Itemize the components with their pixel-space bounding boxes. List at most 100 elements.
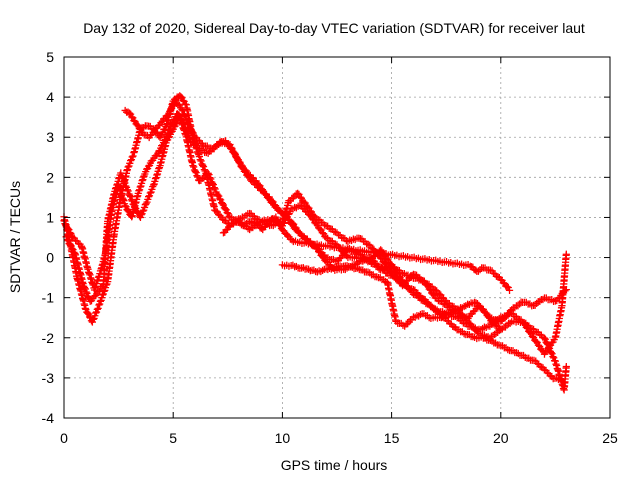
data-point-marker bbox=[484, 313, 492, 321]
data-point-marker bbox=[265, 194, 273, 203]
data-point-marker bbox=[305, 265, 313, 273]
data-point-marker bbox=[124, 206, 132, 215]
data-point-marker bbox=[185, 123, 194, 131]
y-tick-label: 0 bbox=[46, 250, 54, 266]
data-point-marker bbox=[91, 283, 99, 291]
data-point-marker bbox=[81, 285, 89, 293]
data-point-marker bbox=[318, 229, 326, 237]
data-point-marker bbox=[316, 225, 324, 233]
data-point-marker bbox=[242, 167, 250, 175]
data-point-marker bbox=[206, 174, 214, 182]
data-point-marker bbox=[134, 208, 142, 216]
data-point-marker bbox=[221, 205, 229, 213]
data-point-marker bbox=[189, 162, 197, 170]
data-point-marker bbox=[126, 191, 134, 199]
data-point-marker bbox=[411, 313, 419, 321]
data-point-marker bbox=[235, 157, 243, 165]
data-point-marker bbox=[96, 297, 104, 305]
data-point-marker bbox=[136, 183, 144, 191]
data-point-marker bbox=[68, 244, 76, 253]
data-point-marker bbox=[232, 152, 240, 160]
data-point-marker bbox=[163, 111, 172, 120]
data-point-marker bbox=[295, 228, 303, 236]
data-point-marker bbox=[526, 328, 534, 337]
data-point-marker bbox=[208, 179, 217, 187]
data-point-marker bbox=[127, 193, 135, 201]
grid-lines bbox=[64, 57, 610, 418]
y-tick-label: -4 bbox=[42, 410, 55, 426]
data-point-marker bbox=[151, 175, 160, 183]
x-tick-label: 5 bbox=[169, 430, 177, 446]
data-point-marker bbox=[210, 184, 218, 192]
data-point-marker bbox=[528, 332, 536, 340]
data-point-marker bbox=[244, 225, 252, 233]
x-tick-label: 10 bbox=[275, 430, 291, 446]
data-point-marker bbox=[229, 220, 237, 228]
data-point-marker bbox=[288, 219, 296, 227]
data-point-marker bbox=[505, 286, 514, 294]
data-point-marker bbox=[127, 156, 135, 165]
data-point-marker bbox=[82, 288, 90, 296]
data-point-marker bbox=[137, 211, 145, 219]
data-point-marker bbox=[180, 126, 188, 135]
y-tick-label: -2 bbox=[42, 330, 55, 346]
data-point-marker bbox=[120, 197, 128, 205]
data-point-marker bbox=[462, 302, 470, 310]
data-point-marker bbox=[183, 117, 191, 125]
data-point-marker bbox=[289, 261, 297, 269]
data-point-marker bbox=[125, 109, 134, 117]
x-axis-label: GPS time / hours bbox=[281, 457, 388, 473]
data-point-marker bbox=[142, 200, 150, 208]
data-point-marker bbox=[227, 143, 235, 151]
data-point-marker bbox=[116, 185, 124, 193]
data-point-marker bbox=[129, 152, 137, 160]
data-point-marker bbox=[261, 190, 269, 198]
x-tick-label: 0 bbox=[60, 430, 68, 446]
data-point-marker bbox=[289, 205, 297, 213]
data-point-marker bbox=[540, 334, 549, 342]
data-point-marker bbox=[383, 263, 391, 271]
data-point-marker bbox=[390, 273, 398, 281]
data-point-marker bbox=[121, 179, 129, 187]
data-point-marker bbox=[282, 205, 290, 213]
data-point-marker bbox=[199, 161, 207, 169]
data-point-marker bbox=[188, 128, 196, 136]
data-point-marker bbox=[64, 224, 72, 233]
data-point-marker bbox=[122, 182, 130, 190]
data-point-marker bbox=[138, 177, 146, 185]
data-point-marker bbox=[416, 310, 425, 319]
data-point-marker bbox=[192, 169, 200, 177]
data-point-marker bbox=[268, 199, 277, 207]
data-point-marker bbox=[124, 187, 132, 195]
data-point-marker bbox=[128, 153, 136, 161]
data-point-marker bbox=[474, 267, 483, 275]
data-point-marker bbox=[216, 211, 224, 220]
data-point-marker bbox=[299, 264, 307, 272]
data-point-marker bbox=[92, 309, 100, 317]
y-tick-label: 2 bbox=[46, 169, 54, 185]
data-point-marker bbox=[66, 241, 74, 249]
data-markers bbox=[60, 92, 570, 394]
data-point-marker bbox=[211, 185, 219, 193]
data-point-marker bbox=[226, 221, 234, 230]
data-point-marker bbox=[425, 285, 433, 293]
data-point-marker bbox=[121, 202, 129, 210]
data-point-marker bbox=[497, 325, 505, 333]
data-point-marker bbox=[204, 169, 212, 177]
data-point-marker bbox=[306, 207, 314, 215]
data-point-marker bbox=[320, 221, 329, 229]
data-point-marker bbox=[318, 266, 327, 274]
data-point-marker bbox=[153, 151, 161, 159]
data-point-marker bbox=[547, 348, 555, 357]
data-point-marker bbox=[179, 107, 187, 115]
data-point-marker bbox=[314, 248, 323, 256]
data-point-marker bbox=[274, 217, 282, 225]
data-point-marker bbox=[182, 115, 190, 124]
data-point-marker bbox=[482, 309, 490, 317]
data-point-marker bbox=[195, 152, 204, 161]
data-point-marker bbox=[291, 223, 299, 231]
data-point-marker bbox=[98, 291, 107, 299]
data-point-marker bbox=[180, 125, 188, 133]
data-point-marker bbox=[135, 187, 143, 195]
